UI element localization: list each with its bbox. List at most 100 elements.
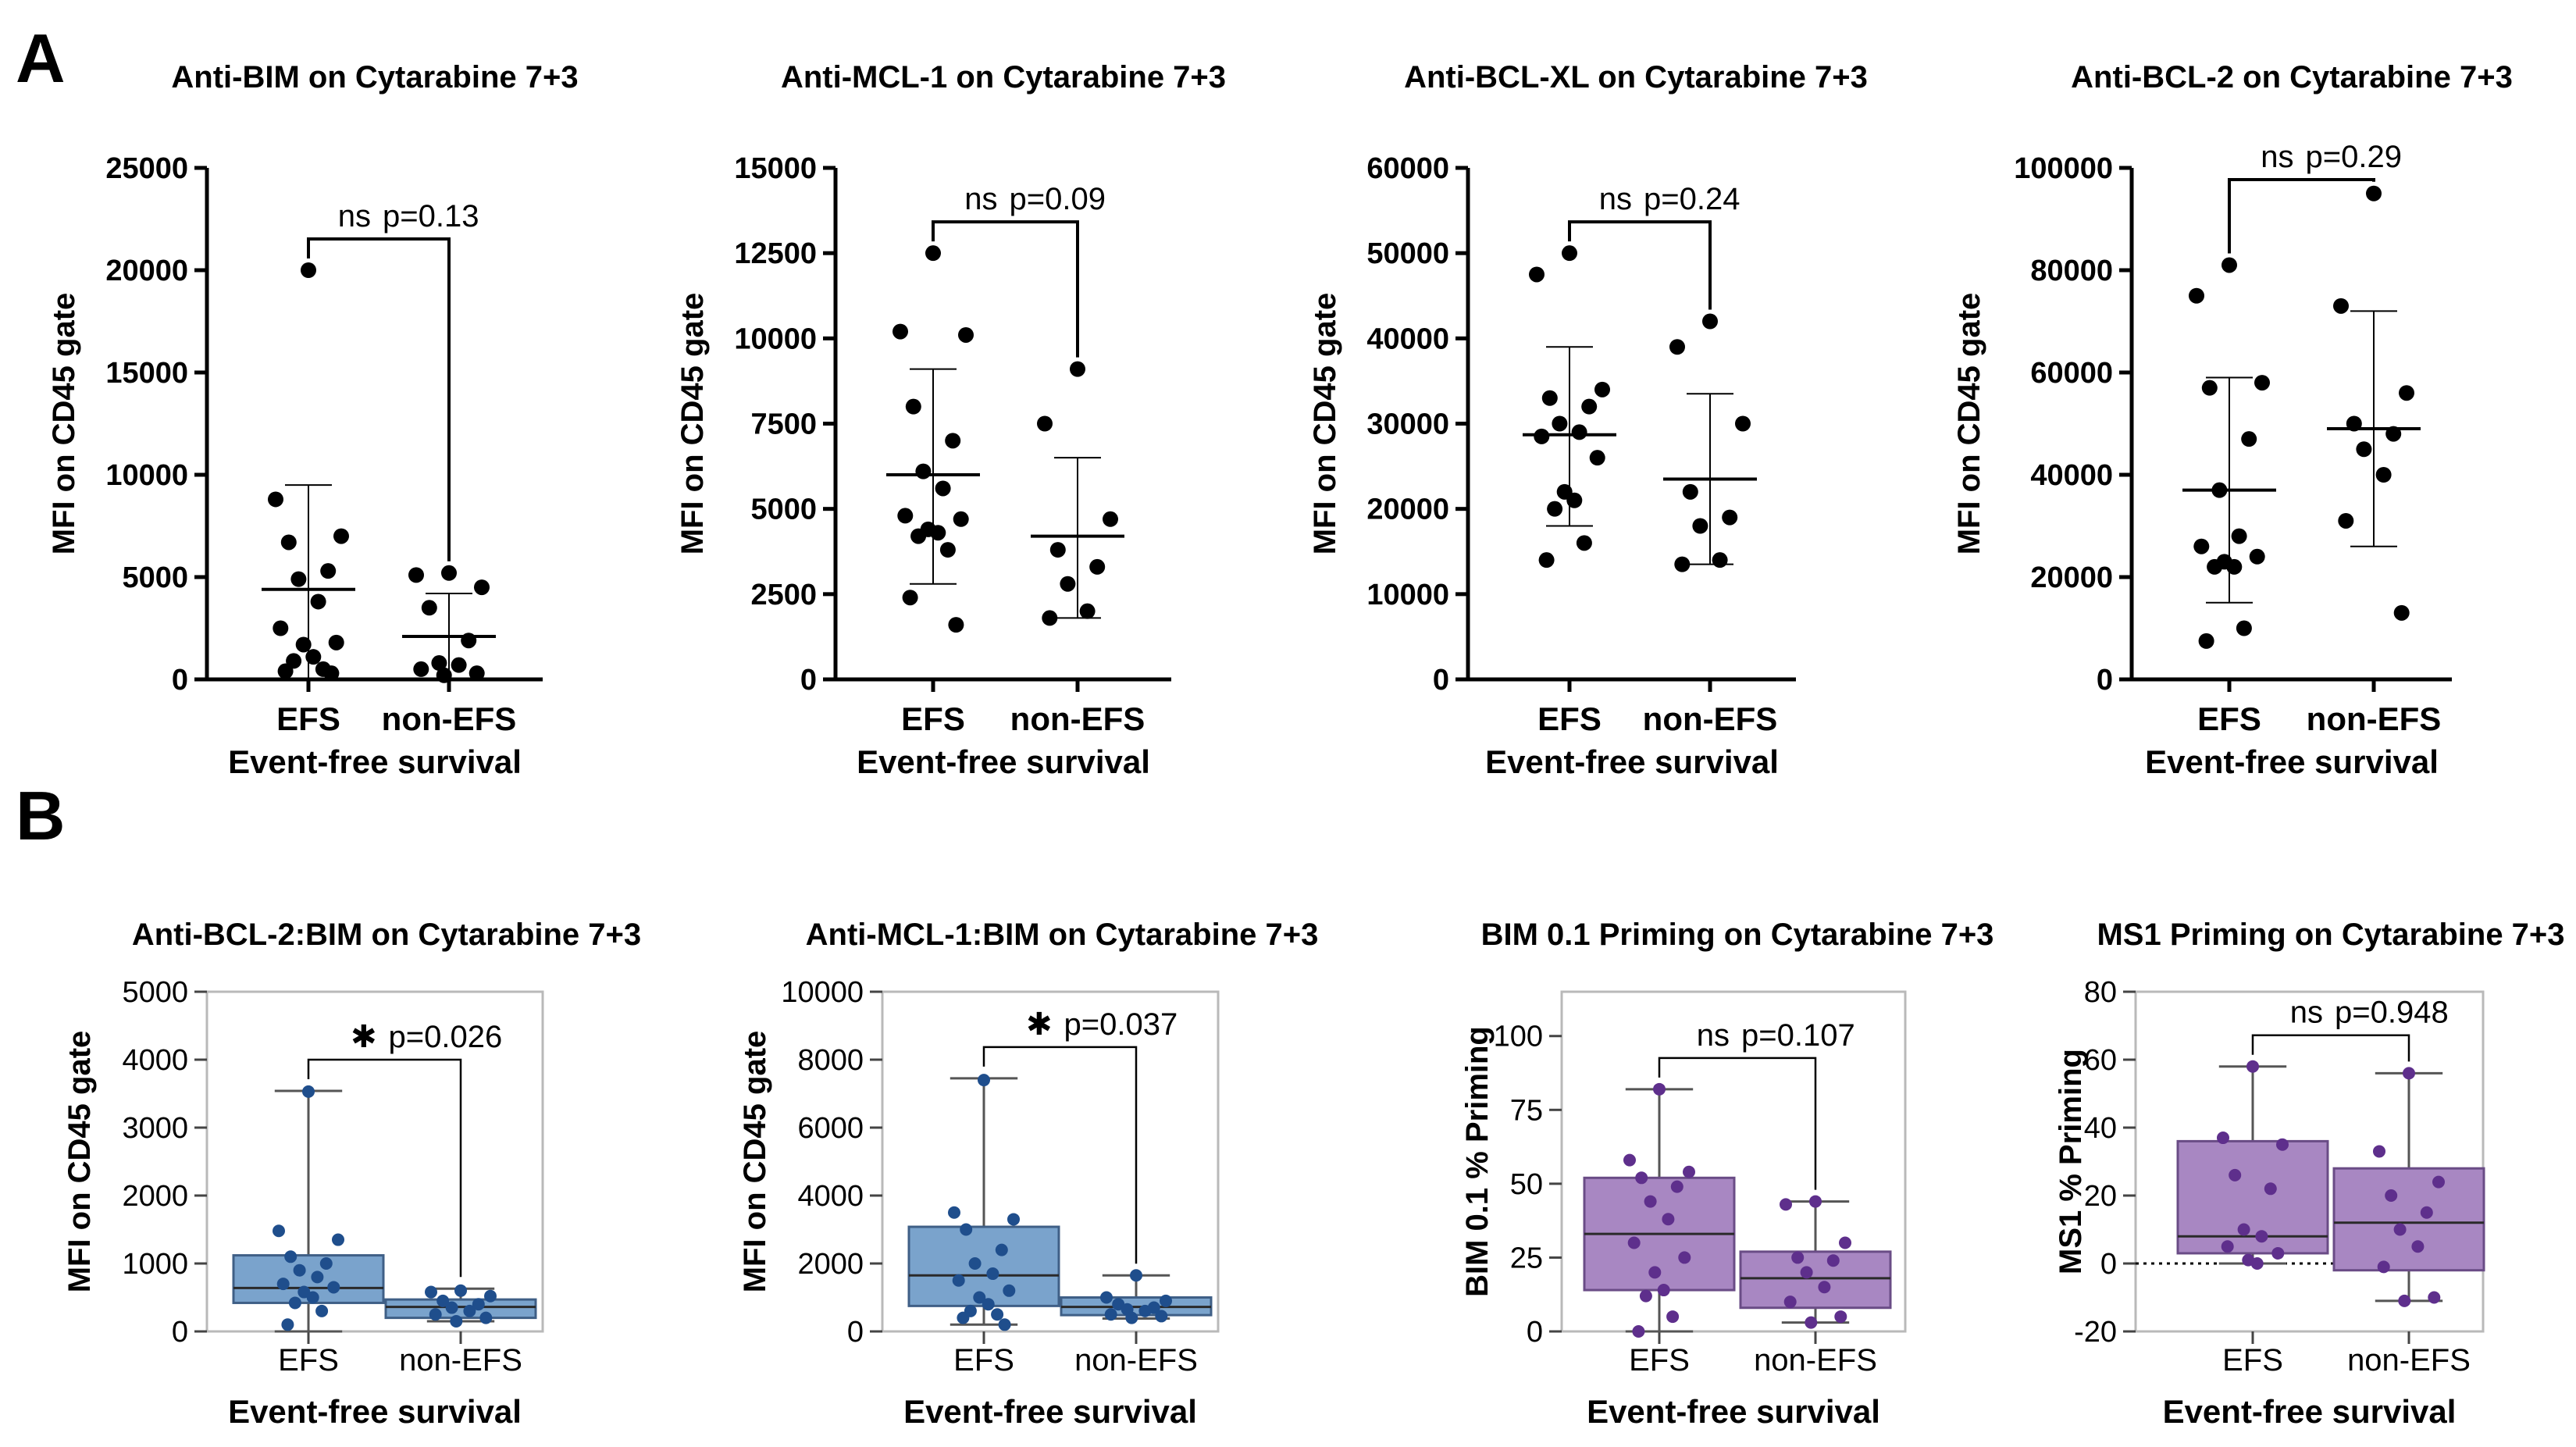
data-point bbox=[2432, 1175, 2445, 1189]
data-point bbox=[2198, 633, 2214, 649]
y-axis-label: MFI on CD45 gate bbox=[1952, 293, 1986, 555]
data-point bbox=[280, 534, 297, 551]
data-point bbox=[454, 1284, 467, 1297]
data-point bbox=[1670, 1180, 1683, 1193]
data-point bbox=[986, 1267, 999, 1281]
x-tick-label: EFS bbox=[1629, 1343, 1690, 1378]
data-point bbox=[463, 1304, 476, 1317]
data-point bbox=[2411, 1240, 2425, 1253]
significance-mark: ns bbox=[1697, 1018, 1730, 1053]
data-point bbox=[1581, 398, 1598, 415]
y-tick-label: 100 bbox=[1494, 1021, 1543, 1053]
data-point bbox=[413, 661, 429, 677]
data-point bbox=[1648, 1266, 1662, 1279]
y-axis-label: MFI on CD45 gate bbox=[1308, 293, 1342, 555]
y-tick-label: 75 bbox=[1510, 1094, 1543, 1127]
box bbox=[2332, 1167, 2485, 1272]
data-point bbox=[939, 542, 956, 558]
data-point bbox=[273, 1224, 285, 1238]
data-point bbox=[323, 665, 340, 682]
data-point bbox=[1683, 1165, 1695, 1178]
data-point bbox=[958, 326, 974, 343]
data-point bbox=[311, 1271, 324, 1284]
chart-4: Anti-BCL-2 on Cytarabine 7+3 MFI on CD45 … bbox=[1952, 60, 2513, 780]
chart-7: BIM 0.1 Priming on Cytarabine 7+3 BIM 0.1… bbox=[1460, 918, 1993, 1430]
y-tick-label: 40 bbox=[2084, 1112, 2117, 1145]
data-point bbox=[2226, 558, 2243, 575]
data-point bbox=[1653, 1082, 1666, 1096]
box bbox=[384, 1298, 537, 1320]
y-tick-label: 20 bbox=[2084, 1180, 2117, 1213]
chart-title: Anti-BCL-XL on Cytarabine 7+3 bbox=[1404, 60, 1868, 94]
y-tick-label: 25000 bbox=[105, 152, 188, 185]
data-point bbox=[2338, 512, 2354, 529]
data-point bbox=[897, 508, 914, 524]
data-point bbox=[1049, 542, 1066, 558]
data-point bbox=[445, 1301, 458, 1314]
y-tick-label: 12500 bbox=[734, 237, 817, 270]
x-tick-label: EFS bbox=[2197, 700, 2261, 737]
y-tick-label: 20000 bbox=[1366, 494, 1449, 526]
significance-bracket bbox=[2251, 1034, 2410, 1062]
data-point bbox=[2393, 1223, 2407, 1236]
chart-3: Anti-BCL-XL on Cytarabine 7+3 MFI on CD45… bbox=[1308, 60, 1868, 780]
data-point bbox=[1702, 313, 1718, 330]
panel-label-b: B bbox=[16, 777, 66, 854]
y-axis-label: MFI on CD45 gate bbox=[675, 293, 710, 555]
y-tick-label: 4000 bbox=[797, 1180, 864, 1213]
data-point bbox=[2207, 558, 2223, 575]
data-point bbox=[305, 649, 322, 665]
y-tick-label: 50000 bbox=[1366, 237, 1449, 270]
data-point bbox=[1070, 361, 1085, 377]
data-point bbox=[306, 1291, 319, 1304]
data-point bbox=[1826, 1254, 1840, 1267]
x-axis-label: Event-free survival bbox=[228, 743, 522, 780]
y-tick-label: 5000 bbox=[122, 561, 188, 594]
data-point bbox=[1003, 1284, 1016, 1297]
p-value: p=0.24 bbox=[1644, 182, 1740, 216]
y-tick-label: 7500 bbox=[750, 408, 817, 441]
significance-mark: ✱ bbox=[1026, 1007, 1053, 1042]
x-axis-label: Event-free survival bbox=[1587, 1393, 1880, 1430]
data-point bbox=[327, 1281, 340, 1294]
data-point bbox=[1627, 1236, 1641, 1249]
y-tick-label: 2500 bbox=[750, 579, 817, 611]
data-point bbox=[1657, 1284, 1670, 1297]
y-axis-label: MFI on CD45 gate bbox=[738, 1031, 772, 1293]
data-point bbox=[2201, 380, 2218, 396]
y-tick-label: 5000 bbox=[750, 494, 817, 526]
y-tick-label: 80000 bbox=[2030, 255, 2113, 287]
y-tick-label: 2000 bbox=[122, 1180, 188, 1213]
data-point bbox=[441, 565, 457, 581]
data-point bbox=[910, 528, 927, 544]
p-value: p=0.13 bbox=[383, 199, 479, 233]
data-point bbox=[935, 480, 951, 497]
data-point bbox=[893, 323, 908, 340]
data-point bbox=[2356, 441, 2372, 458]
plot-frame bbox=[2134, 990, 2485, 1333]
data-point bbox=[1007, 1213, 1020, 1226]
data-point bbox=[2333, 298, 2349, 314]
y-tick-label: 6000 bbox=[797, 1112, 864, 1145]
y-tick-label: 10000 bbox=[734, 323, 817, 355]
y-axis-label: BIM 0.1 % Priming bbox=[1460, 1026, 1495, 1297]
data-point bbox=[1089, 558, 1106, 575]
data-point bbox=[1818, 1281, 1831, 1294]
data-point bbox=[302, 1085, 315, 1098]
p-value: p=0.29 bbox=[2306, 140, 2402, 174]
data-point bbox=[991, 1308, 1004, 1321]
data-point bbox=[332, 1233, 344, 1246]
y-axis-label: MFI on CD45 gate bbox=[62, 1031, 97, 1293]
data-point bbox=[2221, 257, 2237, 273]
data-point bbox=[301, 262, 316, 278]
data-point bbox=[1623, 1153, 1636, 1167]
data-point bbox=[953, 511, 969, 527]
data-point bbox=[1669, 339, 1685, 355]
y-tick-label: 60 bbox=[2084, 1044, 2117, 1077]
data-point bbox=[1791, 1251, 1805, 1264]
data-point bbox=[268, 491, 283, 508]
data-point bbox=[1839, 1236, 1851, 1249]
data-point bbox=[2385, 1189, 2398, 1202]
data-point bbox=[948, 1206, 960, 1219]
chart-2: Anti-MCL-1 on Cytarabine 7+3 MFI on CD45 … bbox=[675, 60, 1226, 780]
